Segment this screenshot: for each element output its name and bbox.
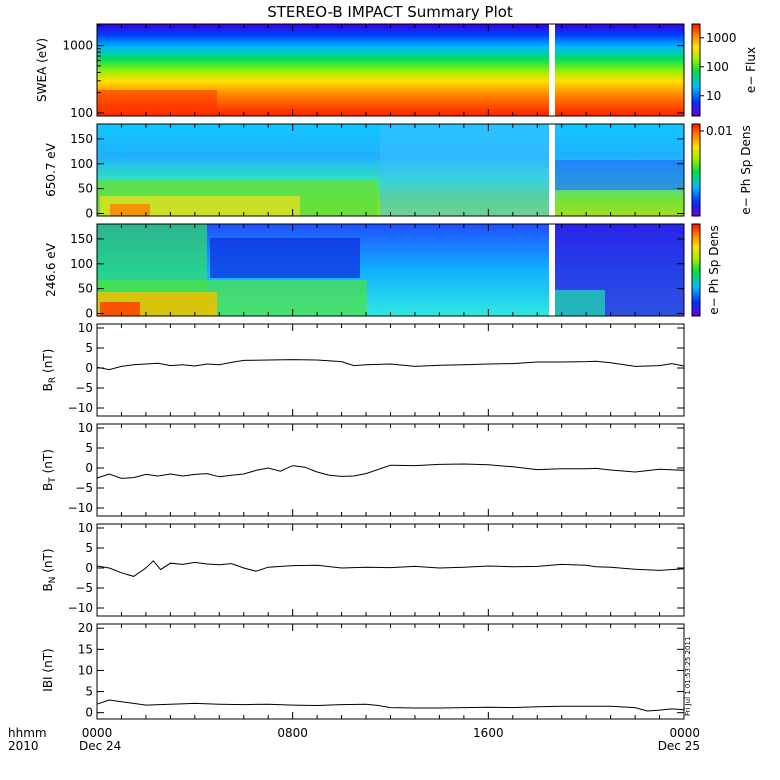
pad246-data-gap [549, 224, 555, 316]
pad246-red-spot [100, 302, 140, 316]
pad650-colorbar: 0.01 e− Ph Sp Dens [691, 123, 753, 217]
bt-series-line [96, 463, 685, 479]
pad246-ytick-label: 100 [70, 257, 93, 271]
br-series-line [96, 359, 685, 371]
x-row-label-year: 2010 [8, 739, 39, 753]
x-date-start: Dec 24 [79, 739, 121, 753]
pad246-y-axis: 0 50 100 150 [70, 232, 684, 321]
br-panel: −10 −5 0 5 10 BR (nT) [41, 321, 685, 417]
pad246-colorbar: e− Ph Sp Dens [691, 223, 721, 317]
chart-title: STEREO-B IMPACT Summary Plot [267, 3, 513, 21]
pad650-ytick-label: 50 [78, 182, 93, 196]
br-ytick-label: −10 [68, 401, 93, 415]
bn-ytick-label: −5 [75, 581, 93, 595]
x-tick-label: 0000 [82, 726, 113, 740]
br-ytick-label: −5 [75, 381, 93, 395]
bt-y-label: BT (nT) [41, 449, 58, 491]
bmag-y-label: IBI (nT) [41, 648, 55, 691]
bn-ytick-label: 0 [85, 561, 93, 575]
bmag-ytick-label: 5 [85, 685, 93, 699]
pad650-panel: 0 50 100 150 650.7 eV [44, 123, 685, 221]
swea-colorbar-tick-label: 1000 [706, 31, 737, 45]
swea-ytick-label: 100 [70, 106, 93, 120]
bmag-frame [96, 623, 685, 720]
bt-ytick-label: −10 [68, 501, 93, 515]
br-y-axis: −10 −5 0 5 10 [68, 321, 684, 415]
swea-colorbar-label: e− Flux [744, 47, 758, 93]
x-date-end: Dec 25 [658, 739, 700, 753]
br-ytick-label: 5 [85, 341, 93, 355]
pad246-dark-blue-region [210, 238, 360, 278]
x-tick-label: 0800 [277, 726, 308, 740]
swea-colorbar-gradient [691, 23, 701, 117]
bn-ytick-label: 5 [85, 541, 93, 555]
bmag-panel: 0 5 10 15 20 IBI (nT) Fri Jul 1 01:53:25 201… [41, 621, 692, 719]
bn-series-line [96, 560, 685, 577]
swea-colorbar-ticks: 10 100 1000 [700, 31, 737, 103]
pad650-colorbar-ticks: 0.01 [700, 124, 733, 138]
bmag-ytick-label: 15 [78, 642, 93, 656]
timestamp-stamp: Fri Jul 1 01:53:25 2011 [684, 637, 692, 716]
bn-y-axis: −10 −5 0 5 10 [68, 521, 684, 615]
pad650-ytick-label: 0 [85, 207, 93, 221]
pad650-y-axis: 0 50 100 150 [70, 132, 684, 221]
pad246-ytick-label: 150 [70, 232, 93, 246]
pad650-orange-spot [110, 204, 150, 216]
pad650-colorbar-gradient [691, 123, 701, 217]
x-tick-label: 0000 [669, 726, 700, 740]
pad650-colorbar-label: e− Ph Sp Dens [739, 125, 753, 214]
pad246-colorbar-gradient [691, 223, 701, 317]
bt-panel: −10 −5 0 5 10 BT (nT) [41, 421, 685, 517]
bmag-series-line [96, 699, 685, 712]
pad246-y-label: 246.6 eV [44, 242, 58, 297]
x-row-label-time: hhmm [8, 726, 47, 740]
x-axis-labels: hhmm 2010 0000 0800 1600 0000 Dec 24 Dec… [8, 726, 700, 753]
bn-y-label: BN (nT) [41, 548, 58, 591]
bn-ytick-label: −10 [68, 601, 93, 615]
pad650-data-gap [549, 124, 555, 216]
swea-colorbar: 10 100 1000 e− Flux [691, 23, 758, 117]
br-ytick-label: 10 [78, 321, 93, 335]
swea-y-label: SWEA (eV) [35, 38, 49, 102]
br-y-label: BR (nT) [41, 349, 58, 392]
bt-ytick-label: −5 [75, 481, 93, 495]
pad246-colorbar-label: e− Ph Sp Dens [707, 225, 721, 314]
swea-ytick-label: 1000 [62, 39, 93, 53]
br-ytick-label: 0 [85, 361, 93, 375]
bmag-y-axis: 0 5 10 15 20 [78, 621, 684, 720]
x-tick-label: 1600 [473, 726, 504, 740]
swea-panel: 100 1000 SWEA (eV) [35, 23, 685, 120]
pad650-colorbar-tick-label: 0.01 [706, 124, 733, 138]
swea-colorbar-tick-label: 10 [706, 89, 721, 103]
bt-ytick-label: 10 [78, 421, 93, 435]
bn-panel: −10 −5 0 5 10 BN (nT) [41, 521, 685, 617]
swea-y-axis: 100 1000 [62, 24, 684, 120]
pad246-cyan-spot [555, 290, 605, 316]
swea-data-gap [549, 24, 555, 116]
bn-ytick-label: 10 [78, 521, 93, 535]
pad650-blue-region [555, 160, 684, 190]
pad650-ytick-label: 100 [70, 157, 93, 171]
swea-colorbar-tick-label: 100 [706, 60, 729, 74]
bt-ytick-label: 5 [85, 441, 93, 455]
br-frame [96, 323, 685, 417]
pad650-ytick-label: 150 [70, 132, 93, 146]
bmag-ytick-label: 0 [85, 706, 93, 720]
bmag-ytick-label: 10 [78, 663, 93, 677]
pad246-ytick-label: 50 [78, 282, 93, 296]
pad246-ytick-label: 0 [85, 307, 93, 321]
x-axis-ticks [96, 24, 685, 719]
bt-frame [96, 423, 685, 517]
swea-high-flux-region [97, 90, 217, 116]
bn-frame [96, 523, 685, 617]
pad650-y-label: 650.7 eV [44, 142, 58, 197]
pad650-mid-region [380, 124, 549, 216]
bt-y-axis: −10 −5 0 5 10 [68, 421, 684, 515]
pad246-panel: 0 50 100 150 246.6 eV [44, 223, 685, 321]
bt-ytick-label: 0 [85, 461, 93, 475]
bmag-ytick-label: 20 [78, 621, 93, 635]
